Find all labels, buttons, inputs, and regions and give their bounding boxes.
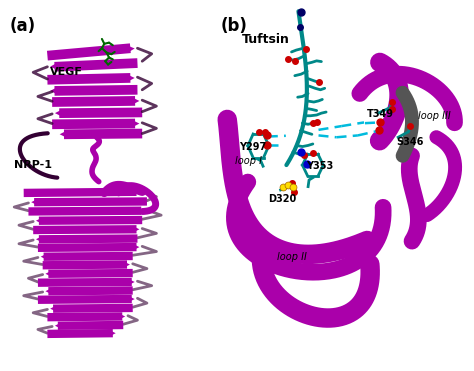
Text: T349: T349 — [367, 109, 394, 119]
Text: (a): (a) — [9, 17, 36, 35]
Text: loop II: loop II — [277, 252, 307, 262]
Text: Y297: Y297 — [239, 142, 266, 152]
Text: Y353: Y353 — [306, 161, 333, 171]
Text: S346: S346 — [396, 137, 423, 147]
Text: (b): (b) — [220, 17, 247, 35]
Text: loop III: loop III — [418, 111, 451, 121]
Text: loop I: loop I — [235, 156, 262, 166]
Text: Tuftsin: Tuftsin — [242, 33, 290, 46]
Text: VEGF: VEGF — [50, 68, 82, 77]
Text: NRP-1: NRP-1 — [14, 160, 52, 170]
Text: D320: D320 — [268, 194, 296, 204]
